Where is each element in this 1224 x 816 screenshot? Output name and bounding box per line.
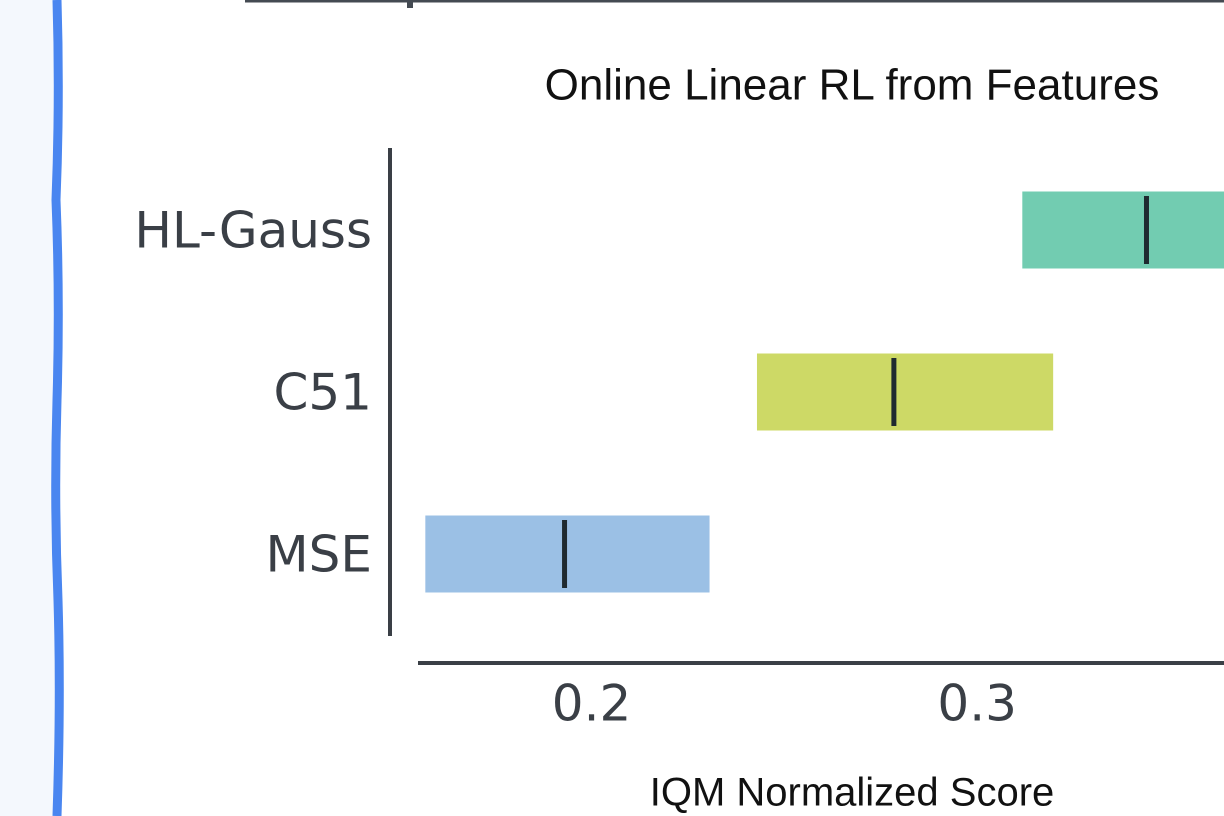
x-tick-label: 0.3: [937, 675, 1017, 733]
side-panel: [0, 0, 58, 816]
y-tick-label: MSE: [266, 526, 372, 584]
selection-edge: [51, 0, 64, 816]
interval-bar: [425, 515, 710, 593]
interval-bar: [756, 353, 1054, 431]
x-tick-label: 0.2: [552, 675, 632, 733]
interval-bar: [1022, 191, 1224, 269]
x-axis-label: IQM Normalized Score: [650, 771, 1055, 815]
chart-title: Online Linear RL from Features: [545, 61, 1160, 110]
y-tick-label: C51: [273, 364, 372, 422]
y-tick-label: HL-Gauss: [134, 202, 372, 260]
